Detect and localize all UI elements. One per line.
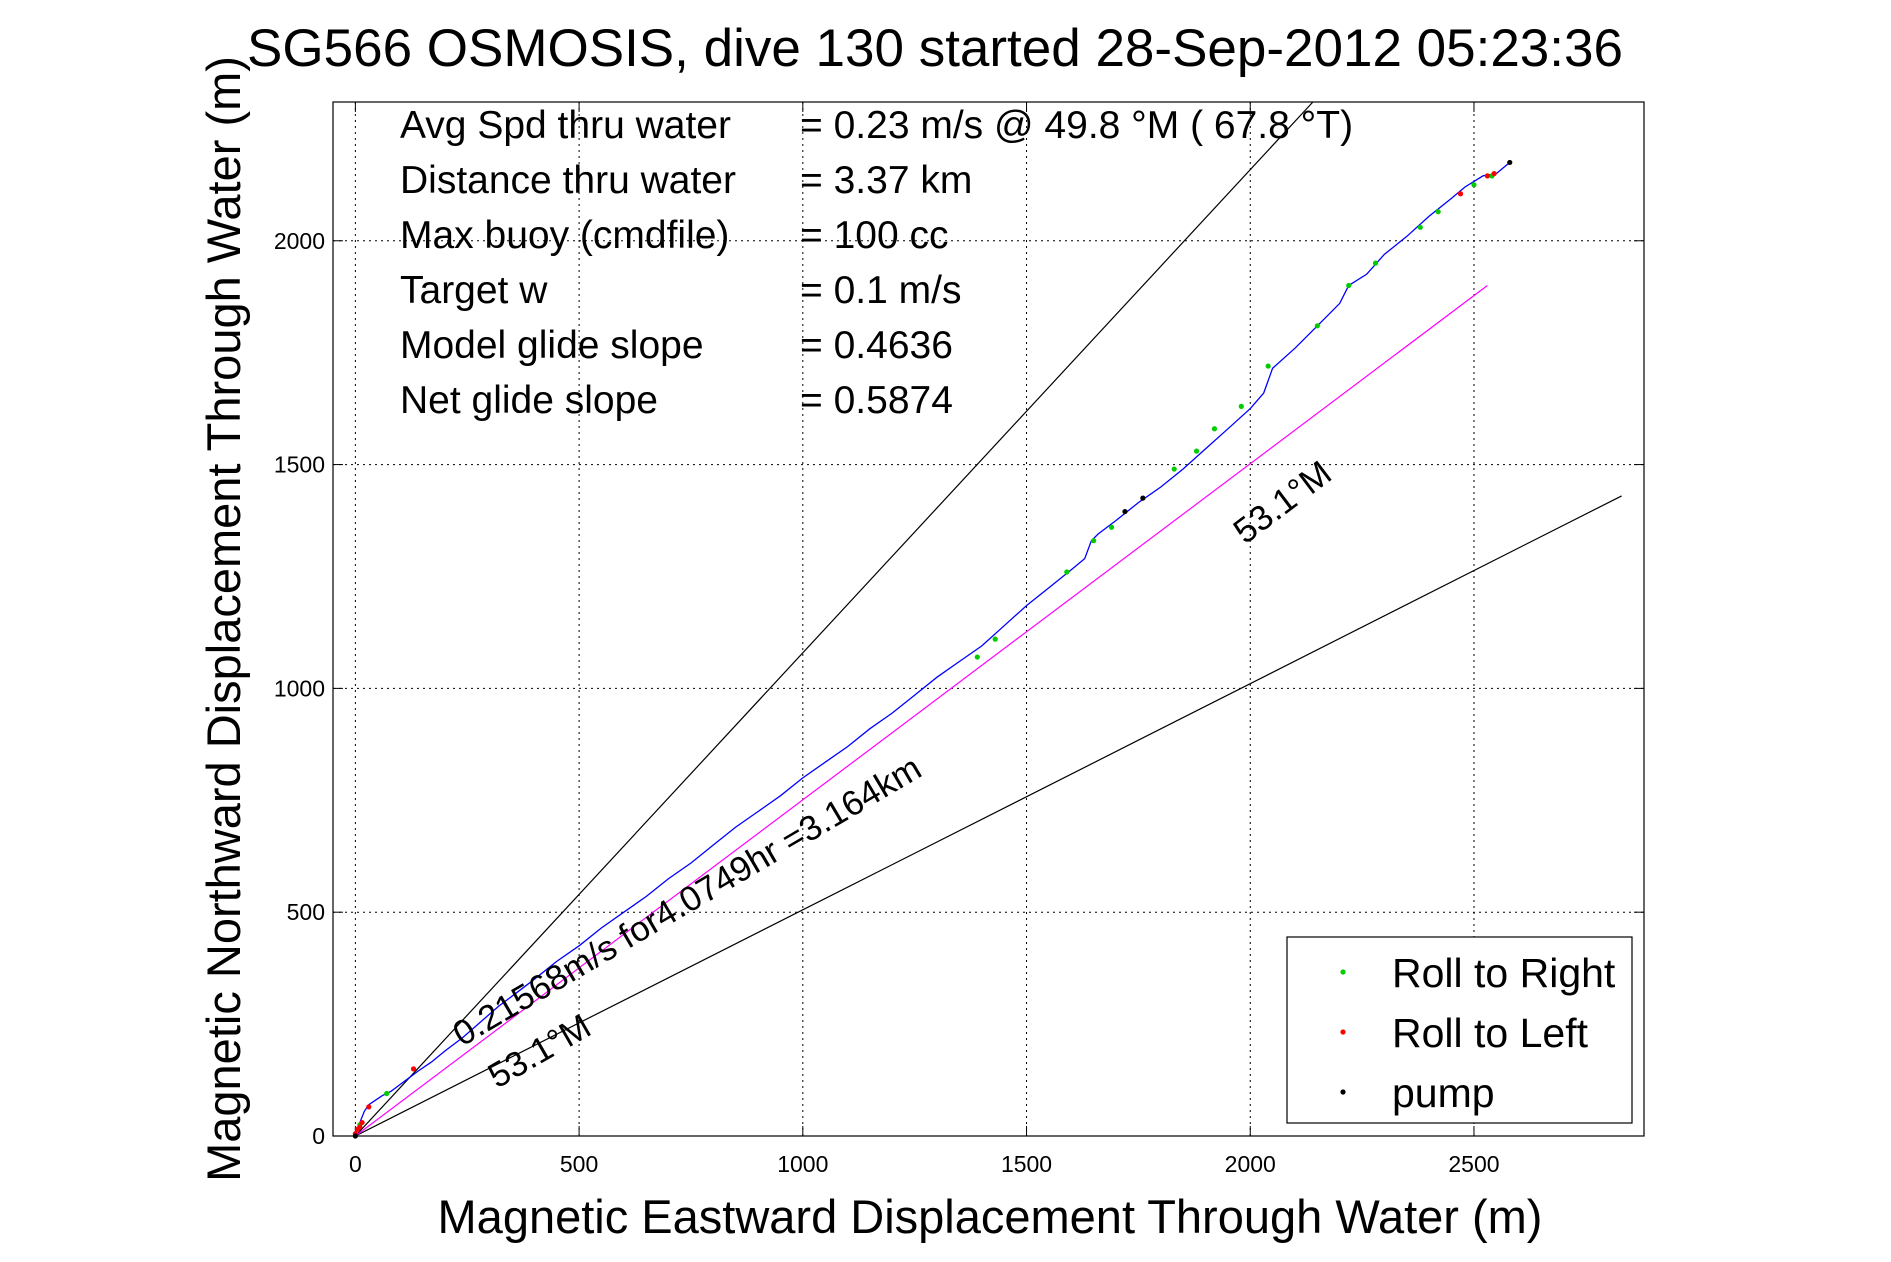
stat-value: = 0.23 m/s @ 49.8 °M ( 67.8 °T) xyxy=(800,104,1353,147)
marker-roll-right xyxy=(1064,569,1070,575)
x-axis-ticks: 0 500 1000 1500 2000 2500 xyxy=(349,102,1500,1177)
x-tick-label: 0 xyxy=(349,1151,362,1177)
stat-value: = 0.5874 xyxy=(800,379,953,422)
legend-marker xyxy=(1340,1029,1346,1035)
marker-roll-right xyxy=(1417,224,1423,230)
marker-roll-left xyxy=(359,1119,365,1126)
stat-label: Distance thru water xyxy=(400,159,736,202)
y-tick-label: 0 xyxy=(312,1123,325,1149)
y-tick-label: 1000 xyxy=(274,675,325,701)
marker-roll-left xyxy=(357,1124,363,1130)
y-tick-label: 1500 xyxy=(274,452,325,478)
x-tick-label: 2000 xyxy=(1225,1151,1276,1177)
y-axis-label: Magnetic Northward Displacement Through … xyxy=(197,56,250,1182)
marker-roll-left xyxy=(1484,173,1490,179)
marker-roll-right xyxy=(1193,448,1200,454)
marker-roll-right xyxy=(1091,538,1097,544)
stat-label: Avg Spd thru water xyxy=(400,104,731,147)
marker-roll-left xyxy=(410,1066,417,1072)
chart-title: SG566 OSMOSIS, dive 130 started 28-Sep-2… xyxy=(247,19,1623,78)
marker-roll-left xyxy=(1491,171,1497,177)
marker-roll-right xyxy=(1211,426,1218,432)
marker-roll-left xyxy=(366,1104,372,1110)
legend-label: Roll to Right xyxy=(1392,950,1616,996)
marker-roll-right xyxy=(1346,282,1352,289)
markers xyxy=(352,159,1513,1139)
marker-roll-right xyxy=(1471,182,1477,188)
stat-value: = 0.1 m/s xyxy=(800,269,961,312)
marker-pump xyxy=(352,1133,358,1139)
marker-pump xyxy=(1507,159,1513,166)
marker-roll-left xyxy=(1457,191,1464,197)
stat-label: Max buoy (cmdfile) xyxy=(400,214,729,257)
legend-marker xyxy=(1340,969,1346,975)
stat-value: = 3.37 km xyxy=(800,159,972,202)
reference-line-upper xyxy=(354,101,1314,1137)
legend-marker xyxy=(1340,1089,1346,1095)
stat-value: = 0.4636 xyxy=(800,324,953,367)
stat-label: Model glide slope xyxy=(400,324,704,367)
marker-pump xyxy=(1140,495,1146,501)
marker-roll-right xyxy=(1314,323,1320,329)
legend: Roll to Right Roll to Left pump xyxy=(1286,936,1633,1124)
reference-line-heading xyxy=(355,285,1488,1137)
marker-roll-right xyxy=(974,654,980,660)
x-tick-label: 1500 xyxy=(1001,1151,1052,1177)
marker-roll-right xyxy=(1238,403,1244,409)
stat-label: Net glide slope xyxy=(400,379,658,422)
marker-roll-right xyxy=(1265,363,1271,369)
legend-label: Roll to Left xyxy=(1392,1010,1589,1056)
y-tick-label: 2000 xyxy=(274,228,325,254)
grid-lines xyxy=(333,102,1644,1137)
stats-block: Avg Spd thru water = 0.23 m/s @ 49.8 °M (… xyxy=(400,104,1353,422)
y-axis-ticks: 0 500 1000 1500 2000 xyxy=(274,228,1644,1149)
marker-roll-right xyxy=(384,1090,390,1097)
marker-roll-right xyxy=(992,636,998,642)
x-tick-label: 1000 xyxy=(777,1151,828,1177)
reference-line-lower xyxy=(355,495,1622,1137)
marker-roll-right xyxy=(1108,524,1115,530)
legend-label: pump xyxy=(1392,1070,1495,1116)
marker-roll-right xyxy=(1372,260,1379,266)
marker-pump xyxy=(1122,508,1128,515)
x-tick-label: 500 xyxy=(560,1151,598,1177)
marker-roll-right xyxy=(1171,466,1177,472)
marker-roll-right xyxy=(1435,209,1441,215)
x-axis-label: Magnetic Eastward Displacement Through W… xyxy=(438,1190,1543,1243)
stat-value: = 100 cc xyxy=(800,214,949,257)
stat-label: Target w xyxy=(400,269,548,312)
reference-lines xyxy=(354,101,1622,1137)
x-tick-label: 2500 xyxy=(1448,1151,1499,1177)
y-tick-label: 500 xyxy=(287,899,325,925)
